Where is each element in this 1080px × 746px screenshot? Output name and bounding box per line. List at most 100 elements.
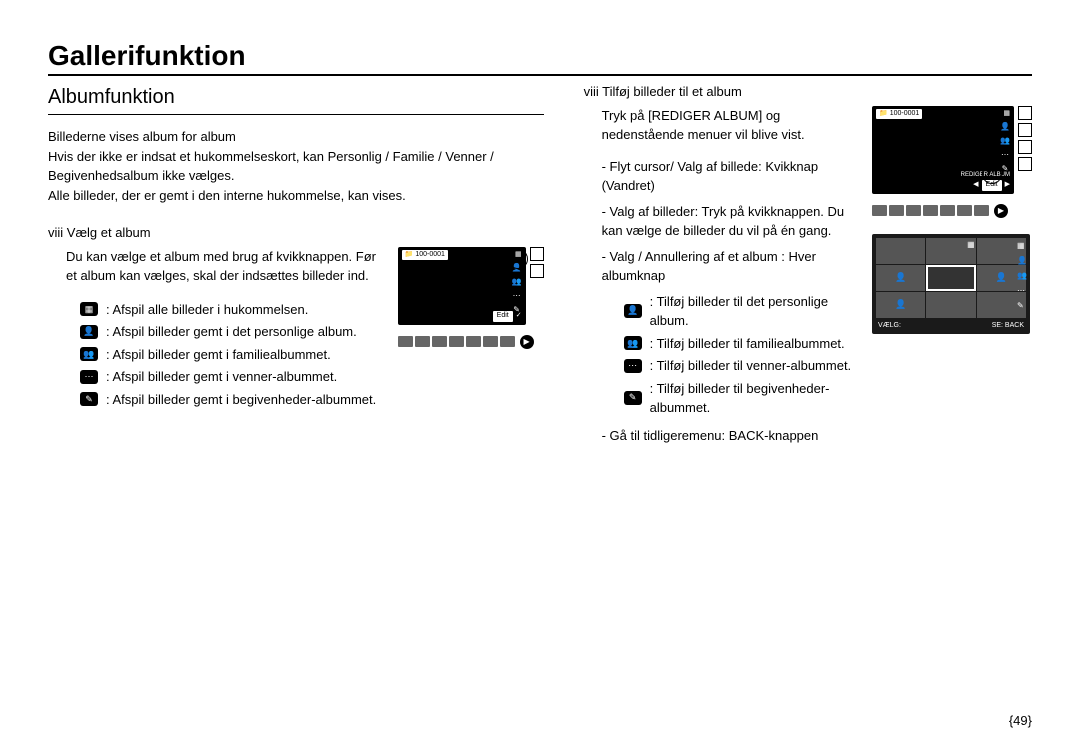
thumbnail — [398, 336, 413, 347]
thumbnail-strip: ▶ — [398, 335, 544, 349]
legend-text: : Afspil alle billeder i hukommelsen. — [106, 300, 308, 320]
subsection-body: Du kan vælge et album med brug af kvikkn… — [48, 247, 388, 286]
roman-numeral: viii — [584, 84, 599, 99]
page-number: {49} — [1009, 713, 1032, 728]
personal-album-icon: 👤 — [624, 304, 642, 318]
thumbnail — [923, 205, 938, 216]
edit-badge: Edit — [493, 311, 513, 322]
friends-album-icon: ⋯ — [624, 359, 642, 373]
ext-button — [1018, 106, 1032, 120]
friends-icon: ⋯ — [512, 291, 522, 301]
left-column: Albumfunktion Billederne vises album for… — [48, 82, 544, 459]
thumbnail — [449, 336, 464, 347]
legend-text: : Tilføj billeder til familiealbummet. — [650, 334, 845, 354]
events-album-icon: ✎ — [80, 392, 98, 406]
intro-line-1: Billederne vises album for album — [48, 127, 544, 147]
roman-numeral: viii — [48, 225, 63, 240]
play-icon: ▶ — [520, 335, 534, 349]
ext-button — [1018, 140, 1032, 154]
external-buttons — [1018, 106, 1032, 171]
instruction-item: - Valg / Annullering af et album : Hver … — [602, 247, 862, 286]
instruction-item: - Valg af billeder: Tryk på kvikknappen.… — [602, 202, 862, 241]
grid-cell: 👤 — [876, 292, 925, 318]
legend-row: ▦ : Afspil alle billeder i hukommelsen. — [80, 300, 388, 320]
person-icon: 👤 — [1000, 122, 1010, 132]
legend-text: : Afspil billeder gemt i venner-albummet… — [106, 367, 337, 387]
friends-album-icon: ⋯ — [80, 370, 98, 384]
section-title: Albumfunktion — [48, 82, 544, 115]
folder-label: 📁 100-0001 — [876, 109, 922, 120]
lcd-screen: 📁 100-0001 ▦ 👤 👥 ⋯ ✎ Edit ✓ — [398, 247, 526, 325]
right-column: viii Tilføj billeder til et album Tryk p… — [584, 82, 1032, 459]
icon-legend-left: ▦ : Afspil alle billeder i hukommelsen. … — [48, 300, 388, 410]
ext-button — [1018, 157, 1032, 171]
legend-row: ✎ : Tilføj billeder til begivenheder-alb… — [624, 379, 862, 418]
intro-line-2: Hvis der ikke er indsat et hukommelsesko… — [48, 147, 544, 186]
external-buttons — [530, 247, 544, 278]
family-album-icon: 👥 — [624, 336, 642, 350]
grid-select-label: VÆLG: — [878, 321, 901, 332]
grid-cell — [926, 292, 975, 318]
thumbnail — [415, 336, 430, 347]
legend-text: : Tilføj billeder til venner-albummet. — [650, 356, 852, 376]
lcd-figure-left: 📁 100-0001 ▦ 👤 👥 ⋯ ✎ Edit ✓ — [398, 247, 544, 349]
personal-album-icon: 👤 — [80, 325, 98, 339]
subsection-title: Tilføj billeder til et album — [599, 84, 742, 99]
legend-row: ⋯ : Afspil billeder gemt i venner-albumm… — [80, 367, 388, 387]
grid-cell — [876, 238, 925, 264]
thumbnail — [432, 336, 447, 347]
family-icon: 👥 — [1000, 136, 1010, 146]
lcd-side-icons: 👤 👥 ⋯ ✎ — [512, 263, 522, 315]
thumbnail — [940, 205, 955, 216]
highlight-circle — [508, 249, 528, 269]
events-album-icon: ✎ — [624, 391, 642, 405]
legend-row: 👥 : Tilføj billeder til familiealbummet. — [624, 334, 862, 354]
legend-text: : Tilføj billeder til begivenheder-album… — [650, 379, 862, 418]
intro-block: Billederne vises album for album Hvis de… — [48, 127, 544, 205]
subsection-title: Vælg et album — [63, 225, 150, 240]
back-instruction: - Gå til tidligeremenu: BACK-knappen — [602, 426, 862, 446]
intro-line-3: Alle billeder, der er gemt i den interne… — [48, 186, 544, 206]
legend-row: ⋯ : Tilføj billeder til venner-albummet. — [624, 356, 862, 376]
page-columns: Albumfunktion Billederne vises album for… — [48, 82, 1032, 459]
thumbnail — [957, 205, 972, 216]
thumbnail — [466, 336, 481, 347]
lcd-side-icons: 👤 👥 ⋯ ✎ — [1000, 122, 1010, 174]
legend-row: 👤 : Tilføj billeder til det personlige a… — [624, 292, 862, 331]
subsection-add-photos: viii Tilføj billeder til et album — [584, 82, 1032, 102]
grid-side-icons: ▦👤👥⋯✎ — [1017, 240, 1027, 312]
friends-icon: ⋯ — [1000, 150, 1010, 160]
legend-text: : Tilføj billeder til det personlige alb… — [650, 292, 862, 331]
icon-legend-right: 👤 : Tilføj billeder til det personlige a… — [602, 292, 862, 418]
legend-text: : Afspil billeder gemt i begivenheder-al… — [106, 390, 376, 410]
lcd-screen: 📁 100-0001 ▦ 👤 👥 ⋯ ✎ REDIGER ALBUM ◀ — [872, 106, 1014, 194]
ext-button — [1018, 123, 1032, 137]
lcd-grid-screen: ▦ 👤 👤 👤 ▦👤👥⋯✎ VÆLG: SE: BAC — [872, 234, 1030, 334]
highlight-circle — [982, 164, 1002, 184]
legend-text: : Afspil billeder gemt i familiealbummet… — [106, 345, 331, 365]
check-icon: ✓ — [516, 311, 522, 322]
family-icon: 👥 — [512, 277, 522, 287]
family-album-icon: 👥 — [80, 347, 98, 361]
thumbnail — [483, 336, 498, 347]
legend-text: : Afspil billeder gemt i det personlige … — [106, 322, 357, 342]
all-photos-icon: ▦ — [80, 302, 98, 316]
legend-row: 👤 : Afspil billeder gemt i det personlig… — [80, 322, 388, 342]
thumbnail-strip: ▶ — [872, 204, 1032, 218]
instruction-item: - Flyt cursor/ Valg af billede: Kvikknap… — [602, 157, 862, 196]
folder-label: 📁 100-0001 — [402, 250, 448, 261]
thumbnail — [974, 205, 989, 216]
subsection-body: Tryk på [REDIGER ALBUM] og nedenstående … — [584, 106, 862, 145]
all-icon: ▦ — [1003, 109, 1010, 120]
ext-button — [530, 247, 544, 261]
ext-button — [530, 264, 544, 278]
grid-cell: 👤 — [876, 265, 925, 291]
page-title: Gallerifunktion — [48, 40, 1032, 76]
thumbnail — [500, 336, 515, 347]
legend-row: ✎ : Afspil billeder gemt i begivenheder-… — [80, 390, 388, 410]
play-icon: ▶ — [994, 204, 1008, 218]
grid-cell-selected — [926, 265, 975, 291]
grid-cell: ▦ — [926, 238, 975, 264]
subsection-select-album: viii Vælg et album — [48, 223, 544, 243]
thumbnail — [906, 205, 921, 216]
